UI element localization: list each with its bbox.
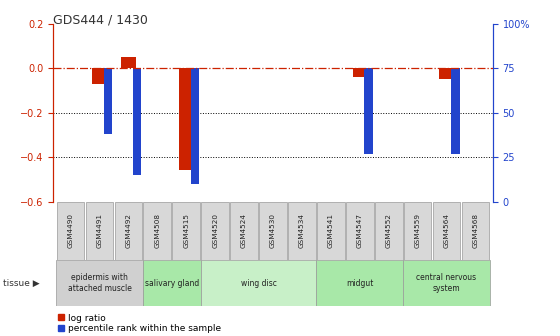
Text: GSM4534: GSM4534	[299, 213, 305, 249]
Legend: log ratio, percentile rank within the sample: log ratio, percentile rank within the sa…	[58, 313, 221, 333]
Bar	[346, 202, 374, 260]
Bar	[172, 202, 200, 260]
Text: central nervous
system: central nervous system	[417, 274, 477, 293]
Bar	[259, 202, 287, 260]
Text: GSM4492: GSM4492	[125, 213, 132, 249]
Text: GSM4541: GSM4541	[328, 213, 334, 249]
Text: GSM4524: GSM4524	[241, 213, 247, 249]
Text: GSM4490: GSM4490	[68, 213, 73, 249]
Bar	[143, 202, 171, 260]
Bar	[316, 260, 403, 306]
Bar	[143, 260, 200, 306]
Text: GDS444 / 1430: GDS444 / 1430	[53, 13, 148, 27]
Text: GSM4564: GSM4564	[444, 213, 450, 249]
Text: tissue ▶: tissue ▶	[3, 279, 39, 288]
Text: wing disc: wing disc	[241, 279, 277, 288]
Text: GSM4552: GSM4552	[386, 213, 391, 249]
Bar	[461, 202, 489, 260]
Bar	[433, 202, 460, 260]
Text: epidermis with
attached muscle: epidermis with attached muscle	[68, 274, 132, 293]
Bar	[439, 68, 454, 79]
Bar	[451, 68, 460, 154]
Bar	[121, 57, 136, 68]
Bar	[179, 68, 193, 170]
Bar	[403, 260, 490, 306]
Text: GSM4547: GSM4547	[357, 213, 363, 249]
Bar	[364, 68, 373, 154]
Text: GSM4530: GSM4530	[270, 213, 276, 249]
Bar	[114, 202, 142, 260]
Text: GSM4559: GSM4559	[414, 213, 421, 249]
Bar	[317, 202, 345, 260]
Text: GSM4491: GSM4491	[96, 213, 102, 249]
Bar	[201, 202, 229, 260]
Bar	[190, 68, 199, 184]
Bar	[288, 202, 316, 260]
Text: GSM4515: GSM4515	[183, 213, 189, 249]
Text: salivary gland: salivary gland	[144, 279, 199, 288]
Bar	[133, 68, 142, 175]
Text: midgut: midgut	[346, 279, 374, 288]
Bar	[92, 68, 107, 84]
Bar	[230, 202, 258, 260]
Text: GSM4520: GSM4520	[212, 213, 218, 249]
Text: GSM4568: GSM4568	[473, 213, 478, 249]
Bar	[104, 68, 113, 134]
Text: GSM4508: GSM4508	[155, 213, 160, 249]
Bar	[353, 68, 367, 77]
Bar	[375, 202, 403, 260]
Bar	[57, 202, 85, 260]
Bar	[404, 202, 432, 260]
Bar	[86, 202, 113, 260]
Bar	[200, 260, 316, 306]
Bar	[56, 260, 143, 306]
